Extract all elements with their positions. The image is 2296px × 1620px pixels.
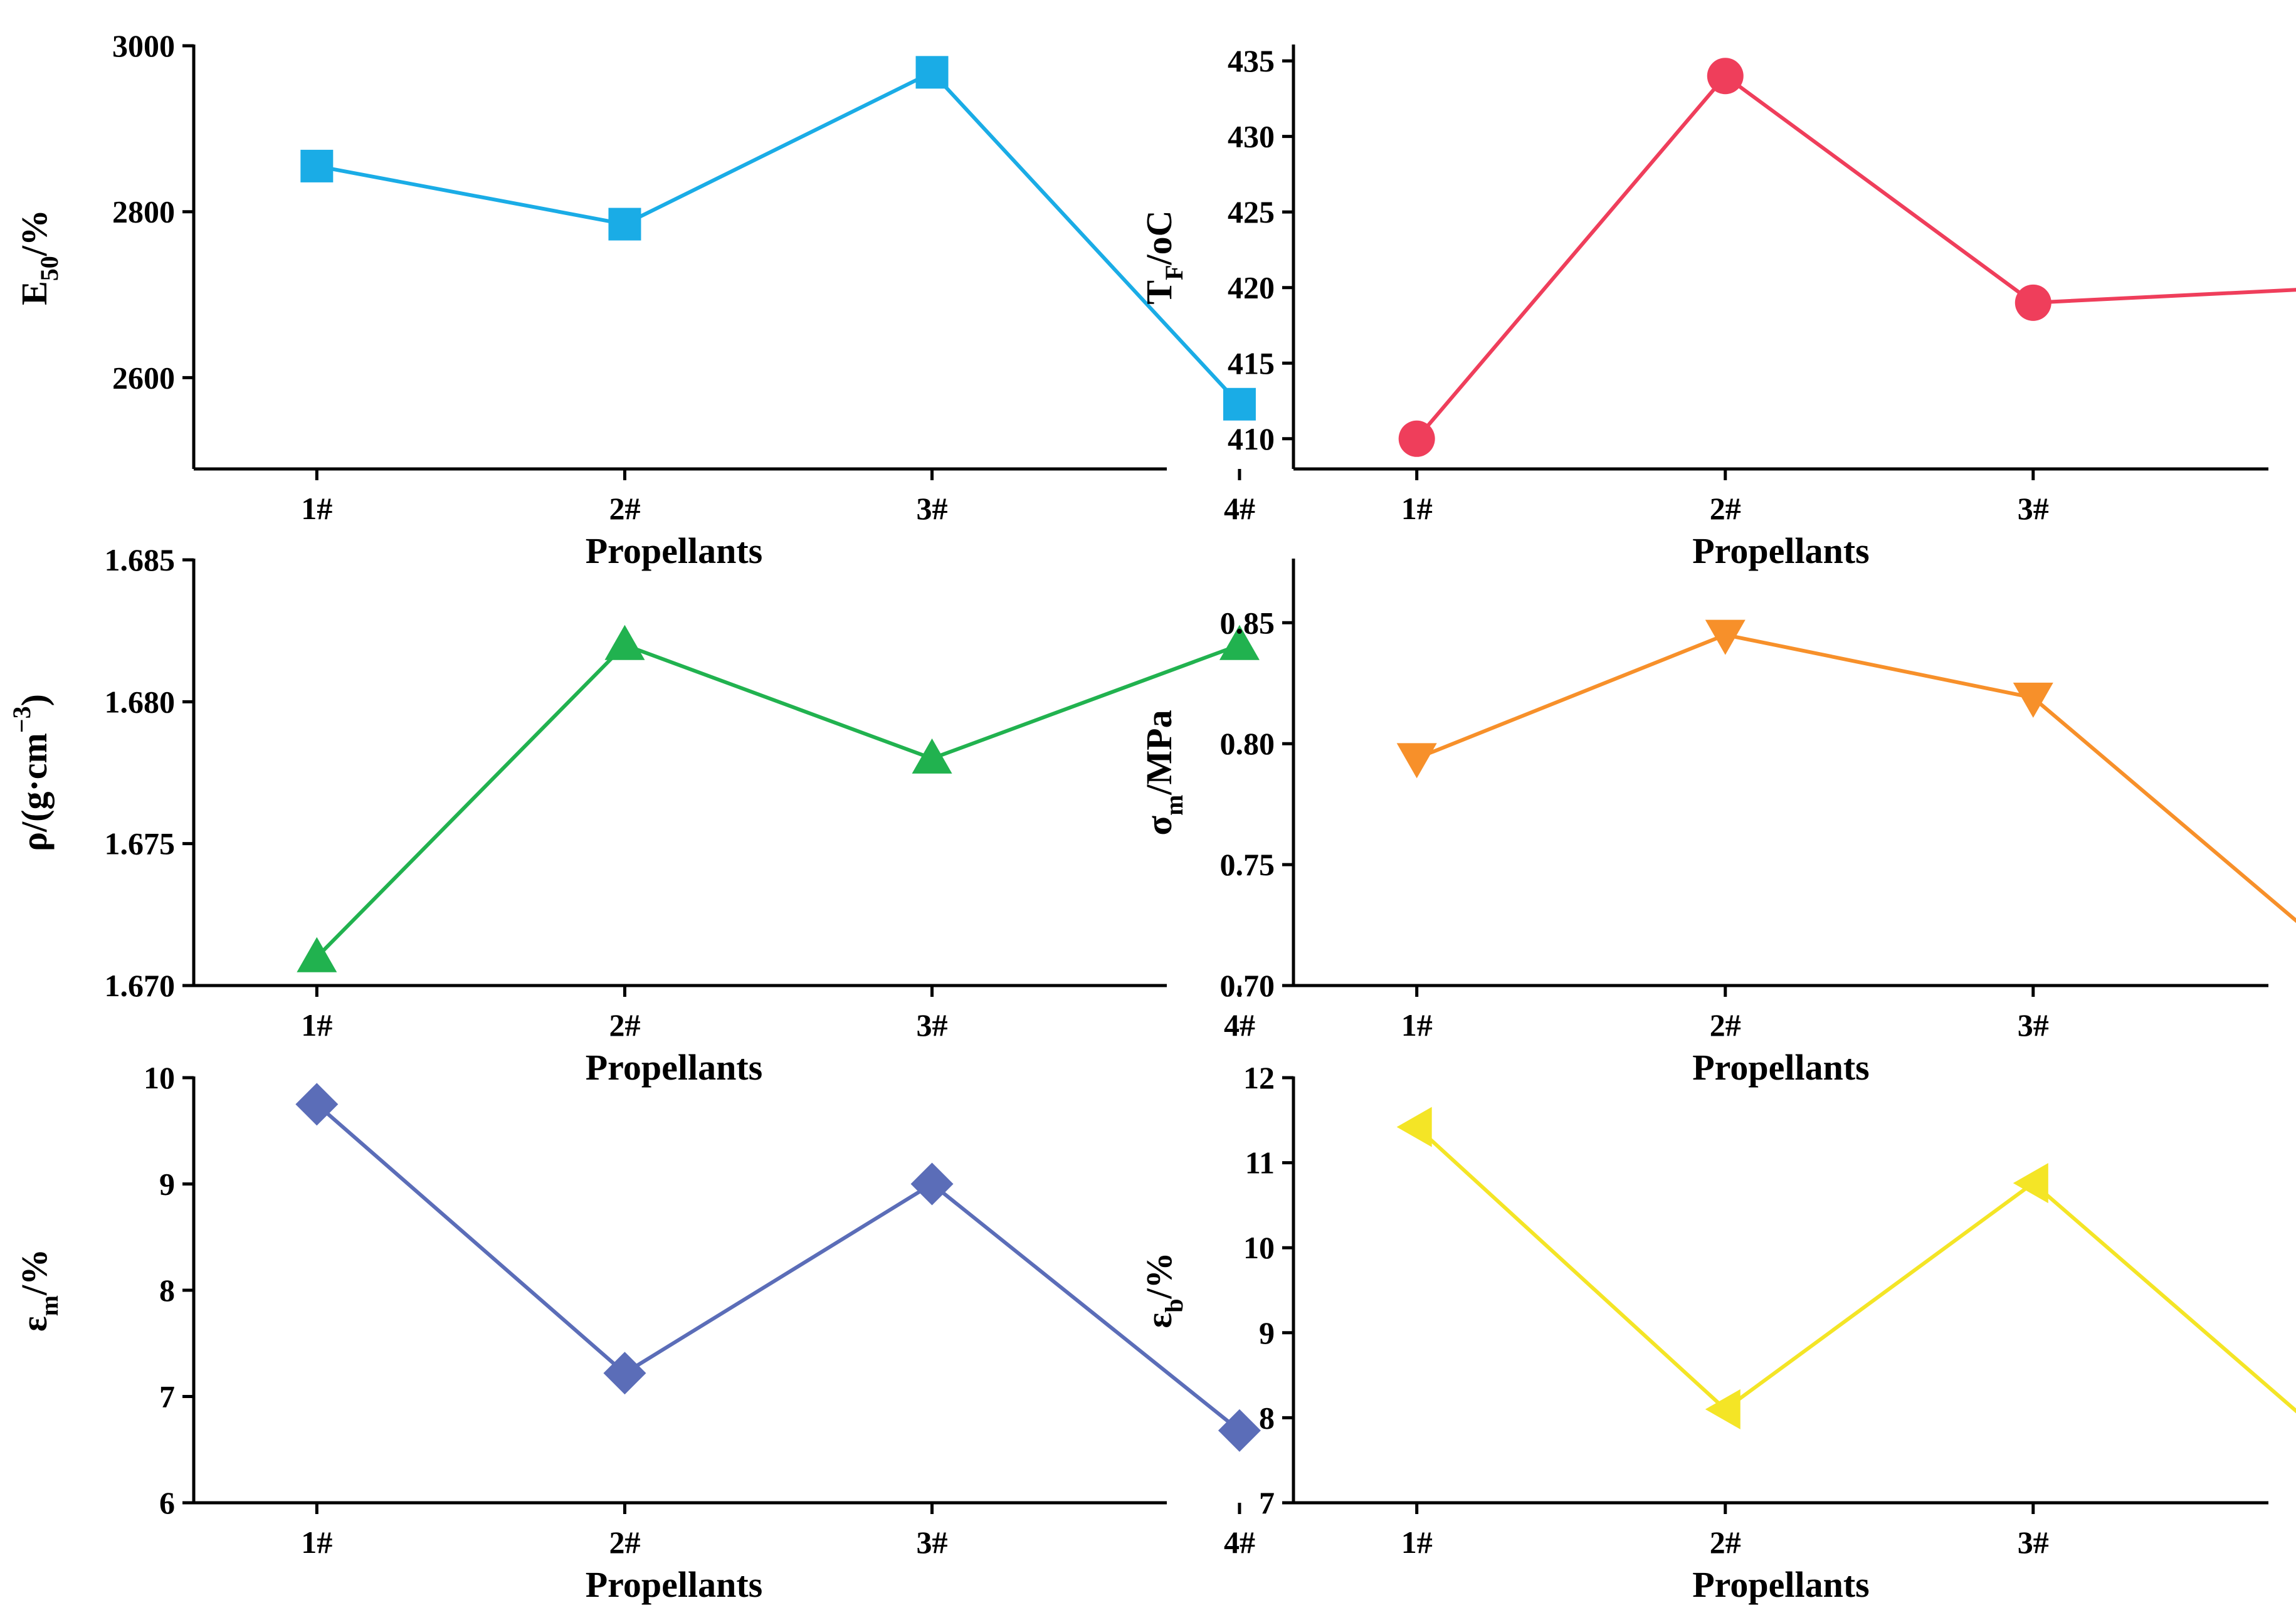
- y-axis-title: ρ/(g·cm−3): [8, 694, 55, 851]
- data-point-4: [1218, 1409, 1261, 1452]
- x-tick-label: 2#: [609, 1525, 640, 1560]
- y-tick-label: 420: [1228, 270, 1275, 305]
- data-point-1: [1398, 420, 1435, 457]
- y-tick-label: 12: [1243, 1060, 1275, 1095]
- y-axis-title: TF/oC: [1139, 210, 1188, 304]
- y-tick-label: 7: [1259, 1485, 1275, 1520]
- y-axis-title: E50/%: [14, 209, 63, 305]
- y-tick-label: 1.680: [105, 684, 176, 719]
- y-tick-label: 8: [159, 1273, 175, 1308]
- y-tick-label: 2600: [112, 360, 175, 395]
- y-axis-title: εm/%: [14, 1249, 63, 1332]
- x-tick-label: 2#: [609, 1007, 640, 1043]
- data-point-1: [1396, 743, 1437, 779]
- x-axis-title: Propellants: [1692, 1564, 1870, 1605]
- series-line: [315, 1103, 1241, 1433]
- series-line: [316, 70, 1241, 406]
- y-tick-label: 6: [159, 1485, 175, 1520]
- x-tick-label: 3#: [2018, 1007, 2049, 1043]
- data-point-3: [2013, 682, 2053, 718]
- x-tick-label: 1#: [1401, 1525, 1433, 1560]
- x-tick-label: 4#: [1224, 1525, 1255, 1560]
- series-line: [1415, 1125, 2296, 1414]
- x-axis-title: Propellants: [586, 530, 763, 571]
- y-tick-label: 0.75: [1220, 847, 1275, 882]
- series-line: [315, 643, 1240, 959]
- data-point-1: [1396, 1107, 1432, 1147]
- x-tick-label: 3#: [917, 1525, 948, 1560]
- data-point-3: [2014, 284, 2051, 321]
- data-point-4: [1223, 387, 1256, 421]
- y-axis-title: σm/MPa: [1139, 710, 1188, 835]
- y-tick-label: 3000: [112, 28, 175, 63]
- y-tick-label: 7: [159, 1379, 175, 1414]
- chart-panel-1: 2600 2800 3000 1# 2# 3# 4# Propellants E50/%: [14, 28, 1256, 571]
- data-point-2: [1705, 1389, 1740, 1429]
- series-line: [1415, 74, 2296, 440]
- data-point-2: [608, 208, 641, 241]
- chart-panel-2: 410 415 420 425 430 435 1# 2# 3# 4# Propellants TF/…: [1139, 43, 2296, 571]
- x-tick-label: 1#: [301, 1007, 332, 1043]
- y-tick-label: 10: [144, 1060, 175, 1095]
- y-tick-label: 0.70: [1220, 968, 1275, 1003]
- x-tick-label: 2#: [1710, 1007, 1741, 1043]
- y-tick-label: 9: [1259, 1315, 1275, 1350]
- y-tick-label: 430: [1228, 119, 1275, 154]
- x-axis-title: Propellants: [1692, 530, 1870, 571]
- y-tick-label: 11: [1245, 1145, 1275, 1181]
- y-axis-title: εb/%: [1139, 1252, 1188, 1328]
- x-tick-label: 1#: [301, 491, 332, 526]
- y-tick-label: 9: [159, 1167, 175, 1202]
- chart-panel-5: 6 7 8 9 10 1# 2# 3# 4# Propellants εm/%: [14, 1060, 1261, 1605]
- x-tick-label: 1#: [301, 1525, 332, 1560]
- data-point-3: [915, 56, 949, 89]
- x-tick-label: 4#: [1224, 1007, 1255, 1043]
- x-axis-title: Propellants: [586, 1564, 763, 1605]
- chart-panel-3: 1.670 1.675 1.680 1.685 1# 2# 3# 4# Propellants ρ…: [8, 542, 1260, 1088]
- chart-panel-6: 7 8 9 10 11 12 1# 2# 3# 4# Propellants εb/%: [1139, 1060, 2296, 1605]
- y-tick-label: 1.670: [105, 968, 176, 1003]
- data-point-2: [1707, 58, 1744, 95]
- y-tick-label: 1.675: [105, 826, 176, 861]
- y-tick-label: 435: [1228, 43, 1275, 78]
- data-point-1: [297, 937, 337, 972]
- y-tick-label: 0.85: [1220, 605, 1275, 640]
- data-point-3: [910, 1162, 954, 1206]
- data-point-2: [603, 1352, 646, 1395]
- x-tick-label: 2#: [1710, 1525, 1741, 1560]
- x-tick-label: 4#: [1224, 491, 1255, 526]
- y-tick-label: 415: [1228, 345, 1275, 381]
- x-tick-label: 2#: [609, 491, 640, 526]
- chart-panel-4: 0.70 0.75 0.80 0.85 1# 2# 3# 4# Propellants σm/MP…: [1139, 559, 2296, 1088]
- x-tick-label: 3#: [2018, 491, 2049, 526]
- x-axis-title: Propellants: [586, 1047, 763, 1088]
- x-tick-label: 1#: [1401, 491, 1433, 526]
- x-tick-label: 3#: [917, 491, 948, 526]
- y-tick-label: 2800: [112, 194, 175, 229]
- x-tick-label: 2#: [1710, 491, 1741, 526]
- data-point-3: [912, 738, 952, 774]
- x-tick-label: 3#: [2018, 1525, 2049, 1560]
- x-axis-title: Propellants: [1692, 1047, 1870, 1088]
- data-point-2: [604, 624, 645, 660]
- y-tick-label: 425: [1228, 194, 1275, 229]
- data-point-2: [1705, 619, 1746, 655]
- x-tick-label: 3#: [917, 1007, 948, 1043]
- y-tick-label: 8: [1259, 1400, 1275, 1435]
- data-point-3: [2013, 1163, 2048, 1204]
- y-tick-label: 0.80: [1220, 726, 1275, 761]
- data-point-4: [1219, 624, 1260, 660]
- data-point-1: [295, 1083, 339, 1126]
- x-tick-label: 1#: [1401, 1007, 1433, 1043]
- y-tick-label: 10: [1243, 1230, 1275, 1265]
- data-point-1: [300, 149, 334, 182]
- y-tick-label: 410: [1228, 421, 1275, 456]
- y-tick-label: 1.685: [105, 542, 176, 577]
- series-line: [1416, 633, 2296, 923]
